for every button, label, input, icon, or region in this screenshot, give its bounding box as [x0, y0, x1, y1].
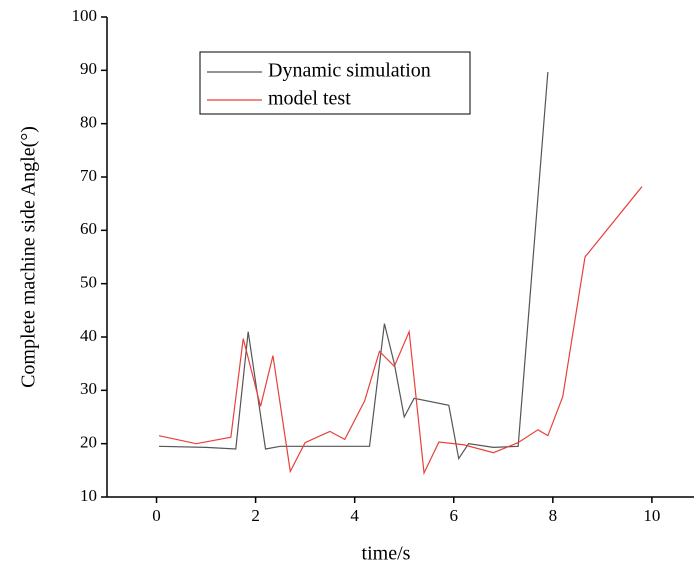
- legend-label: Dynamic simulation: [268, 60, 431, 82]
- y-tick-label: 10: [80, 486, 97, 505]
- x-tick-label: 4: [350, 506, 359, 525]
- y-tick-label: 100: [72, 6, 98, 25]
- y-tick-label: 80: [80, 113, 97, 132]
- x-tick-label: 10: [643, 506, 660, 525]
- y-tick-label: 30: [80, 379, 97, 398]
- line: [158, 186, 643, 476]
- legend-box: [199, 51, 471, 115]
- y-tick-label: 40: [80, 326, 97, 345]
- x-tick-label: 8: [549, 506, 558, 525]
- x-axis-label: time/s: [362, 543, 411, 565]
- y-tick-label: 90: [80, 59, 97, 78]
- y-axis-label: Complete machine side Angle(°): [18, 126, 40, 388]
- y-tick-label: 60: [80, 219, 97, 238]
- x-tick-label: 2: [251, 506, 260, 525]
- x-tick-label: 0: [152, 506, 161, 525]
- line: [158, 71, 549, 461]
- y-tick-label: 20: [80, 433, 97, 452]
- x-tick-label: 6: [450, 506, 459, 525]
- y-tick-label: 50: [80, 273, 97, 292]
- legend-label: model test: [268, 88, 351, 110]
- y-tick-label: 70: [80, 166, 97, 185]
